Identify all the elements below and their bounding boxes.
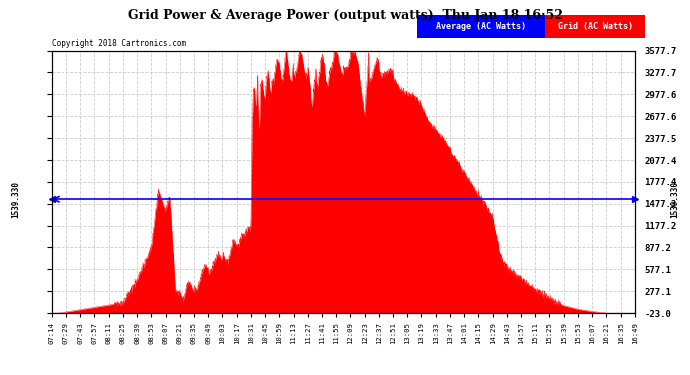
Text: 1539.330: 1539.330 [670, 181, 679, 218]
Text: Copyright 2018 Cartronics.com: Copyright 2018 Cartronics.com [52, 39, 186, 48]
Text: 1539.330: 1539.330 [11, 181, 20, 218]
Text: Grid (AC Watts): Grid (AC Watts) [558, 22, 633, 31]
Text: Grid Power & Average Power (output watts)  Thu Jan 18 16:52: Grid Power & Average Power (output watts… [128, 9, 562, 22]
Text: Average (AC Watts): Average (AC Watts) [436, 22, 526, 31]
